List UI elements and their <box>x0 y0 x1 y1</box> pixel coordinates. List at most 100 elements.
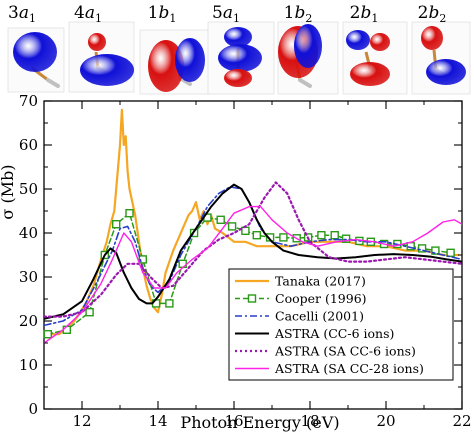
data-point-cooper-1996 <box>227 222 237 231</box>
data-point-cooper-1996 <box>241 226 250 236</box>
data-point-cooper-1996 <box>431 246 440 255</box>
orbital-lobe <box>350 62 390 86</box>
series-line-astra-sa-cc-6-ions <box>44 181 462 318</box>
orbital-icon <box>277 21 339 95</box>
orbital-icon <box>342 21 408 95</box>
y-tick-label: 70 <box>19 92 38 110</box>
orbital-lobe <box>88 33 106 51</box>
data-point-cooper-1996 <box>330 230 339 240</box>
orbital-lobe <box>370 33 390 51</box>
orbital-icon <box>139 29 211 95</box>
orbital-lobe <box>426 59 466 85</box>
orbital-label: 5a1 <box>212 3 240 25</box>
hydrogen-atom <box>46 78 60 88</box>
data-point-cooper-1996 <box>252 230 262 240</box>
orbital-lobe <box>294 24 322 68</box>
y-tick-label: 40 <box>19 224 38 242</box>
orbital-strip: 3a1 4a1 1b1 5a1 1b2 2b1 2b2 <box>7 3 471 95</box>
orbital-label-letter: b <box>158 3 169 23</box>
orbital-icon <box>411 21 471 95</box>
orbital-icon <box>7 27 65 93</box>
orbital-label: 1b1 <box>148 3 177 25</box>
orbital-lobe <box>346 30 370 50</box>
orbital-label: 4a1 <box>74 3 102 25</box>
orbital-label-main: 3 <box>8 3 19 23</box>
orbital-label-letter: a <box>85 3 95 23</box>
data-point-cooper-1996 <box>279 233 288 242</box>
x-tick-label: 16 <box>224 412 243 430</box>
orbital-lobe <box>224 27 252 47</box>
orbital-lobe <box>148 40 184 92</box>
x-tick-label: 14 <box>148 412 167 430</box>
y-tick-label: 20 <box>19 312 38 330</box>
orbital-label-main: 2 <box>418 3 429 23</box>
series-line-astra-cc-6-ions <box>44 183 462 320</box>
orbital-icon <box>207 21 275 95</box>
legend-label: Cacelli (2001) <box>275 309 364 324</box>
legend-label: ASTRA (SA CC-28 ions) <box>274 361 424 376</box>
orbital-label-subscript: 2 <box>305 12 312 25</box>
orbital-label-subscript: 1 <box>233 12 240 25</box>
data-point-cooper-1996 <box>43 330 52 339</box>
orbital-label-letter: a <box>19 3 29 23</box>
orbital-label-main: 1 <box>148 3 159 23</box>
orbital-label-subscript: 2 <box>439 12 446 25</box>
orbital-label-subscript: 1 <box>169 12 176 25</box>
orbital-label: 2b1 <box>350 3 379 25</box>
y-tick-label: 10 <box>19 356 38 374</box>
orbital-icon <box>68 21 135 93</box>
orbital-label-subscript: 1 <box>371 12 378 25</box>
orbital-lobe <box>13 32 57 72</box>
orbital-label-letter: b <box>360 3 371 23</box>
ticks-layer: 12 14 16 18 20 22 0 10 20 30 40 50 60 70 <box>19 92 472 430</box>
legend-label: Cooper (1996) <box>275 291 367 306</box>
legend-box <box>228 268 454 381</box>
x-tick-label: 20 <box>376 412 395 430</box>
orbital-label-main: 2 <box>350 3 361 23</box>
orbital-lobe <box>175 38 205 82</box>
series-line-astra-sa-cc-28-ions <box>44 205 462 344</box>
series-line-cacelli-2001 <box>44 186 462 327</box>
y-tick-label: 30 <box>19 268 38 286</box>
orbital-label-letter: b <box>428 3 439 23</box>
data-point-cooper-1996 <box>446 248 455 258</box>
x-tick-label: 22 <box>452 412 471 430</box>
data-point-cooper-1996 <box>138 255 148 264</box>
data-point-cooper-1996 <box>417 244 427 253</box>
orbital-lobe <box>224 69 252 87</box>
data-point-cooper-1996 <box>125 208 134 218</box>
legend-label: ASTRA (CC-6 ions) <box>274 326 394 341</box>
legend: Tanaka (2017) Cooper (1996) Cacelli (2001)… <box>228 268 454 381</box>
orbital-lobe <box>421 26 443 50</box>
hydrogen-atom <box>178 76 192 86</box>
y-tick-label: 60 <box>19 136 38 154</box>
x-tick-label: 18 <box>300 412 319 430</box>
orbital-label: 2b2 <box>418 3 447 25</box>
data-point-cooper-1996 <box>165 299 174 308</box>
orbital-label-main: 1 <box>284 3 295 23</box>
data-point-cooper-1996 <box>341 234 351 243</box>
data-point-cooper-1996 <box>111 219 121 229</box>
orbital-lobe <box>80 54 134 86</box>
data-point-cooper-1996 <box>216 215 225 225</box>
legend-label: Tanaka (2017) <box>275 274 366 289</box>
orbital-label-main: 5 <box>212 3 223 23</box>
legend-marker <box>247 294 257 303</box>
y-axis-title: σ (Mb) <box>0 164 17 219</box>
x-axis-title: Photon Energy (eV) <box>180 413 339 432</box>
cross-section-plot: 12 14 16 18 20 22 0 10 20 30 40 50 60 70 Photon Energ… <box>0 92 472 432</box>
orbital-label-subscript: 1 <box>29 12 36 25</box>
orbital-label-main: 4 <box>74 3 85 23</box>
hydrogen-atom <box>298 78 312 88</box>
orbital-lobe <box>218 44 262 72</box>
orbital-label: 1b2 <box>284 3 313 25</box>
legend-label: ASTRA (SA CC-6 ions) <box>274 344 416 359</box>
orbital-label-subscript: 1 <box>95 12 102 25</box>
data-point-cooper-1996 <box>62 325 71 334</box>
orbital-label: 3a1 <box>8 3 36 25</box>
orbital-label-letter: b <box>294 3 305 23</box>
y-tick-label: 50 <box>19 180 38 198</box>
series-layer <box>43 108 462 344</box>
orbital-label-letter: a <box>223 3 233 23</box>
